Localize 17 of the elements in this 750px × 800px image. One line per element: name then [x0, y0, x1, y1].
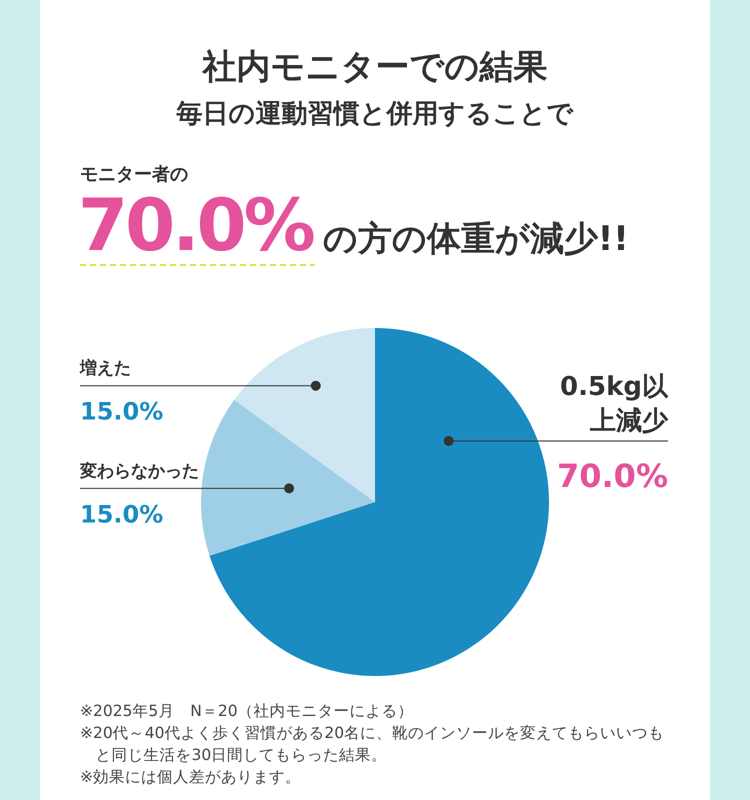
- text: の方の体重が減少!!: [322, 219, 629, 259]
- pie-slice: [234, 328, 375, 502]
- chart-title: 社内モニターでの結果: [202, 47, 548, 87]
- text: ※2025年5月 N＝20（社内モニターによる）: [80, 701, 415, 722]
- data-label: 15.0%: [80, 500, 164, 528]
- slice-label: 0.5kg以上減少: [560, 372, 669, 436]
- text: ※20代～40代よく歩く習慣がある20名に、靴のインソールを変えてもらいいつもと同じ生活を30日間してもらった結果。: [80, 723, 666, 766]
- data-label: 15.0%: [80, 398, 164, 426]
- slice-label: 増えた: [79, 358, 131, 379]
- text: モニター者の: [80, 164, 188, 185]
- pie-slice: [210, 328, 549, 676]
- pie-slice: [201, 400, 375, 556]
- data-label: 70.0%: [78, 183, 314, 267]
- chart-subtitle: 毎日の運動習慣と併用することで: [176, 99, 574, 129]
- text: ※効果には個人差があります。: [80, 767, 302, 788]
- slice-label: 変わらなかった: [79, 461, 199, 482]
- text: 70.0%: [556, 457, 668, 495]
